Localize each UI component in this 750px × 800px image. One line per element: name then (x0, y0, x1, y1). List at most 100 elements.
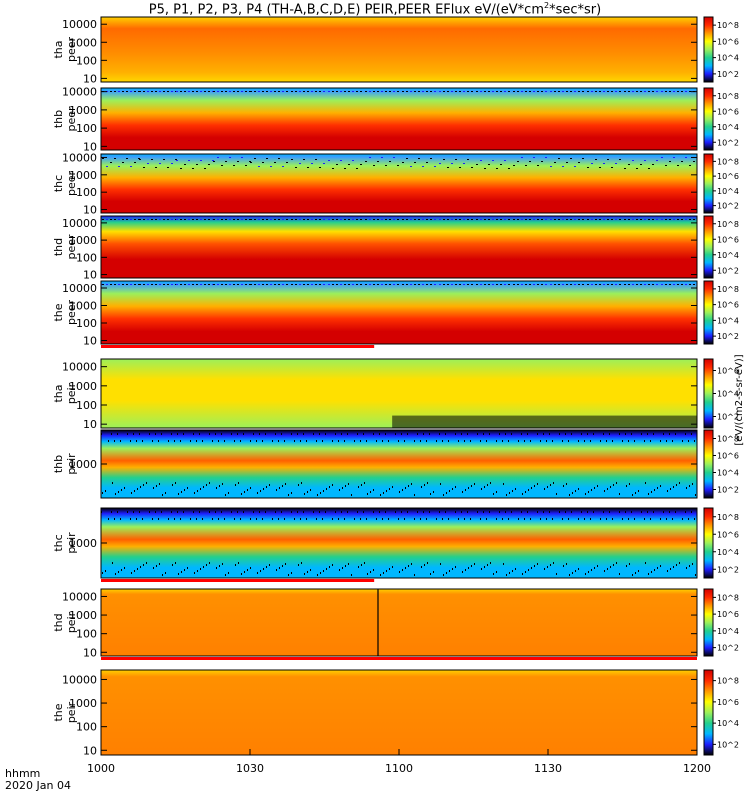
panel-label-top: thc (52, 175, 65, 192)
colorbar-tick-label: 10^2 (717, 565, 739, 574)
y-tick-label: 1000 (69, 380, 97, 393)
y-tick-label: 10000 (62, 590, 97, 603)
x-tick-label: 1030 (236, 762, 264, 775)
panel-frame (100, 16, 698, 83)
panel-label-bottom: peer (65, 234, 78, 260)
data-availability-bar (101, 345, 375, 348)
colorbar-tick-label: 10^2 (717, 138, 739, 147)
colorbar-tick-label: 10^4 (717, 719, 739, 728)
y-tick-label: 100 (76, 721, 97, 734)
colorbar-tick-label: 10^2 (717, 486, 739, 495)
y-tick-label: 1000 (69, 234, 97, 247)
colorbar-unit-label: [eV/(cm2-s-sr-eV)] (734, 354, 745, 445)
heatmap-field (101, 216, 697, 278)
colorbar (703, 669, 714, 756)
colorbar-tick-label: 10^4 (717, 316, 739, 325)
colorbar-tick-label: 10^8 (717, 220, 739, 229)
panel-label-top: thb (52, 110, 65, 128)
y-tick-label: 100 (76, 186, 97, 199)
panel-label-bottom: peir (65, 701, 78, 723)
y-tick-label: 100 (76, 399, 97, 412)
y-tick-label: 10 (83, 335, 97, 348)
panel-label-bottom: peir (65, 611, 78, 633)
y-tick-label: 10000 (62, 18, 97, 31)
panel-frame (100, 358, 698, 429)
panel-label-bottom: peir (65, 382, 78, 404)
panel-thc-peir: 1000 thc peir 10^2 10^4 10^6 10^8 (52, 507, 739, 582)
colorbar-tick-label: 10^8 (717, 513, 739, 522)
panel-tha-peer: 10 100 1000 10000 tha peer 10^2 10^4 10^6 10^8 (52, 16, 739, 85)
colorbar-tick-label: 10^2 (717, 413, 739, 422)
panel-label-bottom: peer (65, 171, 78, 197)
dark-region (392, 415, 697, 428)
noise-band (101, 157, 695, 169)
colorbar-tick-label: 10^6 (717, 235, 739, 244)
y-tick-label: 100 (76, 317, 97, 330)
colorbar-tick-label: 10^8 (717, 285, 739, 294)
colorbar-tick-label: 10^6 (717, 367, 739, 376)
colorbar-tick-label: 10^6 (717, 37, 739, 46)
colorbar-tick-label: 10^2 (717, 202, 739, 211)
panel-label-top: the (52, 703, 65, 721)
colorbar (703, 507, 714, 579)
panel-thd-peer: 10 100 1000 10000 thd peer 10^2 10^4 10^6 10^8 (52, 215, 739, 282)
y-tick-label: 1000 (69, 104, 97, 117)
heatmap-field (101, 589, 697, 656)
panel-label-top: thb (52, 455, 65, 473)
y-tick-label: 1000 (69, 537, 97, 550)
heatmap-field (101, 154, 697, 213)
y-tick-label: 10 (83, 646, 97, 659)
heatmap-field (101, 88, 697, 150)
colorbar-tick-label: 10^4 (717, 390, 739, 399)
noise-band (101, 284, 695, 285)
panel-label-top: tha (52, 384, 65, 402)
y-tick-label: 100 (76, 122, 97, 135)
y-tick-label: 1000 (69, 609, 97, 622)
panel-frame (100, 87, 698, 151)
colorbar (703, 215, 714, 279)
colorbar-tick-label: 10^2 (717, 70, 739, 79)
x-tick-label: 1130 (534, 762, 562, 775)
colorbar-tick-label: 10^4 (717, 627, 739, 636)
y-tick-label: 10 (83, 269, 97, 282)
panel-thc-peer: 10 100 1000 10000 thc peer 10^2 10^4 10^6 10^8 (52, 151, 739, 216)
y-tick-label: 10000 (62, 673, 97, 686)
colorbar-tick-label: 10^4 (717, 548, 739, 557)
noise-band (101, 511, 696, 576)
colorbar (703, 429, 714, 499)
y-tick-label: 10 (83, 744, 97, 757)
y-tick-label: 1000 (69, 458, 97, 471)
panel-frame (100, 215, 698, 279)
panel-frame (100, 280, 698, 345)
y-tick-label: 10000 (62, 86, 97, 99)
panel-label-top: tha (52, 40, 65, 58)
noise-band (101, 219, 695, 220)
colorbar-tick-label: 10^8 (717, 435, 739, 444)
data-availability-bar (101, 579, 375, 582)
colorbar-tick-label: 10^6 (717, 530, 739, 539)
colorbar-tick-label: 10^8 (717, 593, 739, 602)
colorbar (703, 16, 714, 83)
panel-thb-peir: 1000 thb peir 10^2 10^4 10^6 10^8 (52, 429, 739, 499)
colorbar (703, 153, 714, 214)
heatmap-field (101, 281, 697, 344)
y-tick-label: 10000 (62, 217, 97, 230)
colorbar-tick-label: 10^4 (717, 54, 739, 63)
panel-label-bottom: peir (65, 453, 78, 475)
y-tick-label: 10000 (62, 151, 97, 164)
colorbar-tick-label: 10^8 (717, 21, 739, 30)
panel-thd-peir: 10 100 1000 10000 thd peir 10^2 10^4 10^6 10^8 (52, 588, 739, 660)
y-tick-label: 10 (83, 204, 97, 217)
y-tick-label: 10 (83, 72, 97, 85)
panel-label-top: thd (52, 238, 65, 256)
panel-label-top: thd (52, 613, 65, 631)
colorbar-tick-label: 10^2 (717, 332, 739, 341)
colorbar-tick-label: 10^2 (717, 644, 739, 653)
panel-thb-peer: 10 100 1000 10000 thb peer 10^2 10^4 10^6 10^8 (52, 86, 739, 154)
colorbar-tick-label: 10^6 (717, 107, 739, 116)
colorbar (703, 588, 714, 657)
colorbar-tick-label: 10^8 (717, 92, 739, 101)
y-tick-label: 100 (76, 628, 97, 641)
colorbar-tick-label: 10^4 (717, 251, 739, 260)
